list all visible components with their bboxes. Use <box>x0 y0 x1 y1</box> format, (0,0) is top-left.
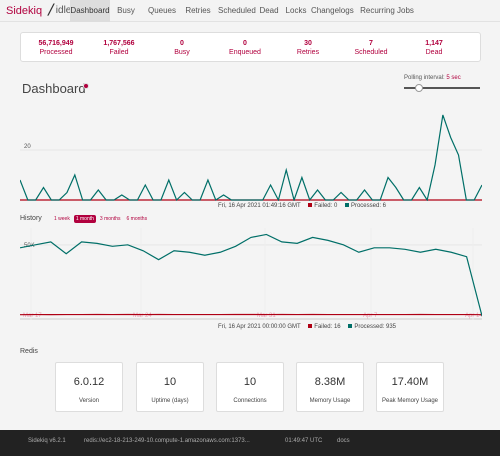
nav-dead[interactable]: Dead <box>259 6 279 15</box>
status-label: idle <box>55 5 72 16</box>
redis-label: Peak Memory Usage <box>381 398 439 404</box>
history-tab-1-month[interactable]: 1 month <box>73 215 96 223</box>
summary-value: 7 <box>369 40 373 47</box>
summary-label: Enqueued <box>229 49 261 56</box>
y-tick-label: 20 <box>24 144 31 150</box>
redis-label: Version <box>78 398 99 404</box>
failed-swatch <box>308 324 313 329</box>
summary-label: Processed <box>39 49 73 56</box>
redis-label: Connections <box>233 398 267 404</box>
summary-failed[interactable]: 1,767,566 Failed <box>89 40 149 56</box>
redis-value: 6.0.12 <box>73 376 105 388</box>
redis-peak-memory-usage: 17.40M Peak Memory Usage <box>376 362 444 412</box>
nav-retries[interactable]: Retries <box>185 6 211 15</box>
x-tick-label: Apr 7 <box>363 313 378 319</box>
redis-label: Memory Usage <box>309 398 351 404</box>
polling-slider-handle[interactable] <box>415 84 423 92</box>
summary-value: 0 <box>243 40 247 47</box>
summary-enqueued[interactable]: 0 Enqueued <box>215 40 275 56</box>
summary-label: Scheduled <box>354 49 388 56</box>
x-tick-label: Mar 31 <box>257 313 276 319</box>
summary-busy[interactable]: 0 Busy <box>152 40 212 56</box>
x-tick-label: Apr 14 <box>465 313 482 319</box>
processed-swatch <box>348 324 353 329</box>
history-legend-time: Fri, 16 Apr 2021 00:00:00 GMT <box>218 324 301 330</box>
realtime-graph: 20 <box>20 114 482 201</box>
redis-value: 17.40M <box>391 376 429 388</box>
history-range-tabs: 1 week 1 month 3 months 6 months <box>52 215 151 223</box>
summary-retries[interactable]: 30 Retries <box>278 40 338 56</box>
nav-recurring-jobs[interactable]: Recurring Jobs <box>360 6 414 15</box>
brand-logo[interactable]: Sidekiq <box>6 5 43 17</box>
history-tab-3-months[interactable]: 3 months <box>99 216 121 222</box>
redis-value: 10 <box>163 376 177 388</box>
summary-dead[interactable]: 1,147 Dead <box>404 40 464 56</box>
top-navbar: Sidekiq ╱ idle Dashboard Busy Queues Retrie… <box>0 0 500 22</box>
redis-value: 10 <box>243 376 257 388</box>
history-legend: Fri, 16 Apr 2021 00:00:00 GMT Failed: 16… <box>218 324 396 330</box>
status-indicator: ╱ idle <box>48 5 71 16</box>
redis-memory-usage: 8.38M Memory Usage <box>296 362 364 412</box>
summary-processed[interactable]: 56,716,949 Processed <box>26 40 86 56</box>
footer-version: Sidekiq v6.2.1 <box>28 438 66 444</box>
history-title: History <box>20 215 42 222</box>
summary-scheduled[interactable]: 7 Scheduled <box>341 40 401 56</box>
x-tick-label: Mar 17 <box>23 313 42 319</box>
footer-docs-link[interactable]: docs <box>337 438 350 444</box>
realtime-legend-processed: Processed: 6 <box>350 203 386 209</box>
polling-interval-value: 5 sec <box>446 75 461 81</box>
nav-busy[interactable]: Busy <box>117 6 135 15</box>
footer: Sidekiq v6.2.1 redis://ec2-18-213-249-10… <box>0 430 500 456</box>
polling-interval-label: Polling interval: 5 sec <box>404 75 461 81</box>
summary-value: 0 <box>180 40 184 47</box>
redis-connections: 10 Connections <box>216 362 284 412</box>
summary-label: Failed <box>109 49 129 56</box>
summary-bar: 56,716,949 Processed 1,767,566 Failed 0 Busy 0… <box>20 32 481 62</box>
realtime-legend-time: Fri, 16 Apr 2021 01:49:16 GMT <box>218 203 301 209</box>
page-title: Dashboard <box>22 81 86 96</box>
history-tab-1-week[interactable]: 1 week <box>54 216 70 222</box>
nav-changelogs[interactable]: Changelogs <box>311 6 354 15</box>
summary-value: 56,716,949 <box>38 40 74 47</box>
summary-label: Busy <box>174 49 190 56</box>
history-tab-6-months[interactable]: 6 months <box>126 216 148 222</box>
x-tick-label: Mar 24 <box>133 313 152 319</box>
footer-time: 01:49:47 UTC <box>285 438 323 444</box>
nav-scheduled[interactable]: Scheduled <box>218 6 256 15</box>
redis-label: Uptime (days) <box>151 398 189 404</box>
series-processed <box>20 233 482 317</box>
summary-label: Retries <box>296 49 320 56</box>
idle-status-icon: ╱ <box>48 5 55 16</box>
failed-swatch <box>308 203 313 208</box>
polling-interval-slider[interactable] <box>404 87 480 89</box>
redis-uptime-days: 10 Uptime (days) <box>136 362 204 412</box>
history-legend-failed: Failed: 16 <box>314 324 341 330</box>
series-processed <box>20 114 482 201</box>
footer-redis-url: redis://ec2-18-213-249-10.compute-1.amaz… <box>84 438 250 444</box>
realtime-legend-failed: Failed: 0 <box>314 203 338 209</box>
redis-version: 6.0.12 Version <box>55 362 123 412</box>
processed-swatch <box>344 203 349 208</box>
summary-value: 30 <box>304 40 312 47</box>
live-poll-indicator <box>83 83 89 89</box>
summary-label: Dead <box>425 49 443 56</box>
nav-locks[interactable]: Locks <box>285 6 307 15</box>
summary-value: 1,767,566 <box>103 40 135 47</box>
redis-value: 8.38M <box>314 376 346 388</box>
realtime-legend: Fri, 16 Apr 2021 01:49:16 GMT Failed: 0 … <box>218 203 386 209</box>
nav-queues[interactable]: Queues <box>147 6 177 15</box>
history-legend-processed: Processed: 935 <box>354 324 397 330</box>
nav-dashboard[interactable]: Dashboard <box>70 0 110 22</box>
redis-section-title: Redis <box>20 348 38 355</box>
summary-value: 1,147 <box>425 40 443 47</box>
